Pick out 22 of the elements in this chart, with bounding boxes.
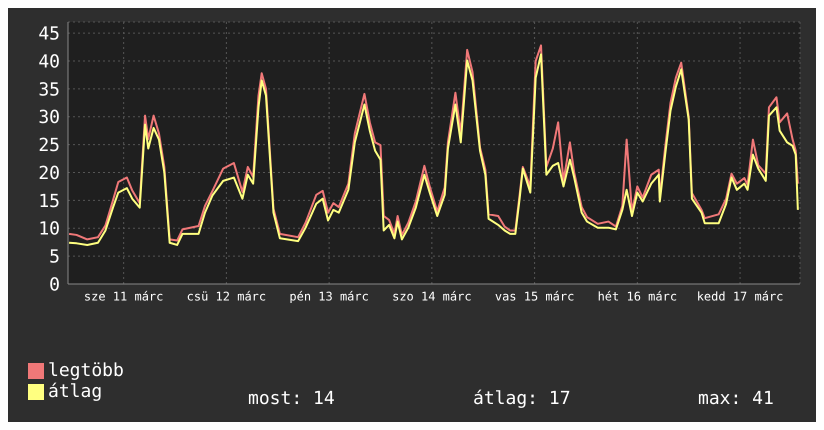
y-tick-label: 0 bbox=[49, 274, 60, 296]
y-tick-label: 15 bbox=[38, 190, 60, 212]
y-tick-label: 45 bbox=[38, 24, 60, 45]
x-tick-label: sze 11 márc bbox=[84, 290, 164, 304]
y-tick-label: 40 bbox=[38, 51, 60, 72]
x-tick-label: szo 14 márc bbox=[392, 290, 472, 304]
y-tick-label: 10 bbox=[38, 218, 60, 240]
x-tick-label: pén 13 márc bbox=[289, 290, 369, 304]
x-tick-label: csü 12 márc bbox=[186, 290, 266, 304]
legend-label: legtöbb bbox=[48, 360, 124, 381]
y-tick-label: 30 bbox=[38, 107, 60, 128]
x-tick-label: hét 16 márc bbox=[598, 290, 678, 304]
y-tick-label: 35 bbox=[38, 79, 60, 100]
text: max: 41 bbox=[698, 388, 774, 409]
text: most: 14 bbox=[248, 388, 335, 409]
y-tick-label: 20 bbox=[38, 162, 60, 184]
text: átlag: 17 bbox=[473, 388, 571, 409]
y-tick-label: 25 bbox=[38, 135, 60, 156]
legend-label: átlag bbox=[48, 381, 102, 402]
x-tick-label: kedd 17 márc bbox=[696, 290, 784, 304]
y-tick-label: 5 bbox=[49, 246, 60, 268]
x-tick-label: vas 15 márc bbox=[494, 290, 574, 304]
